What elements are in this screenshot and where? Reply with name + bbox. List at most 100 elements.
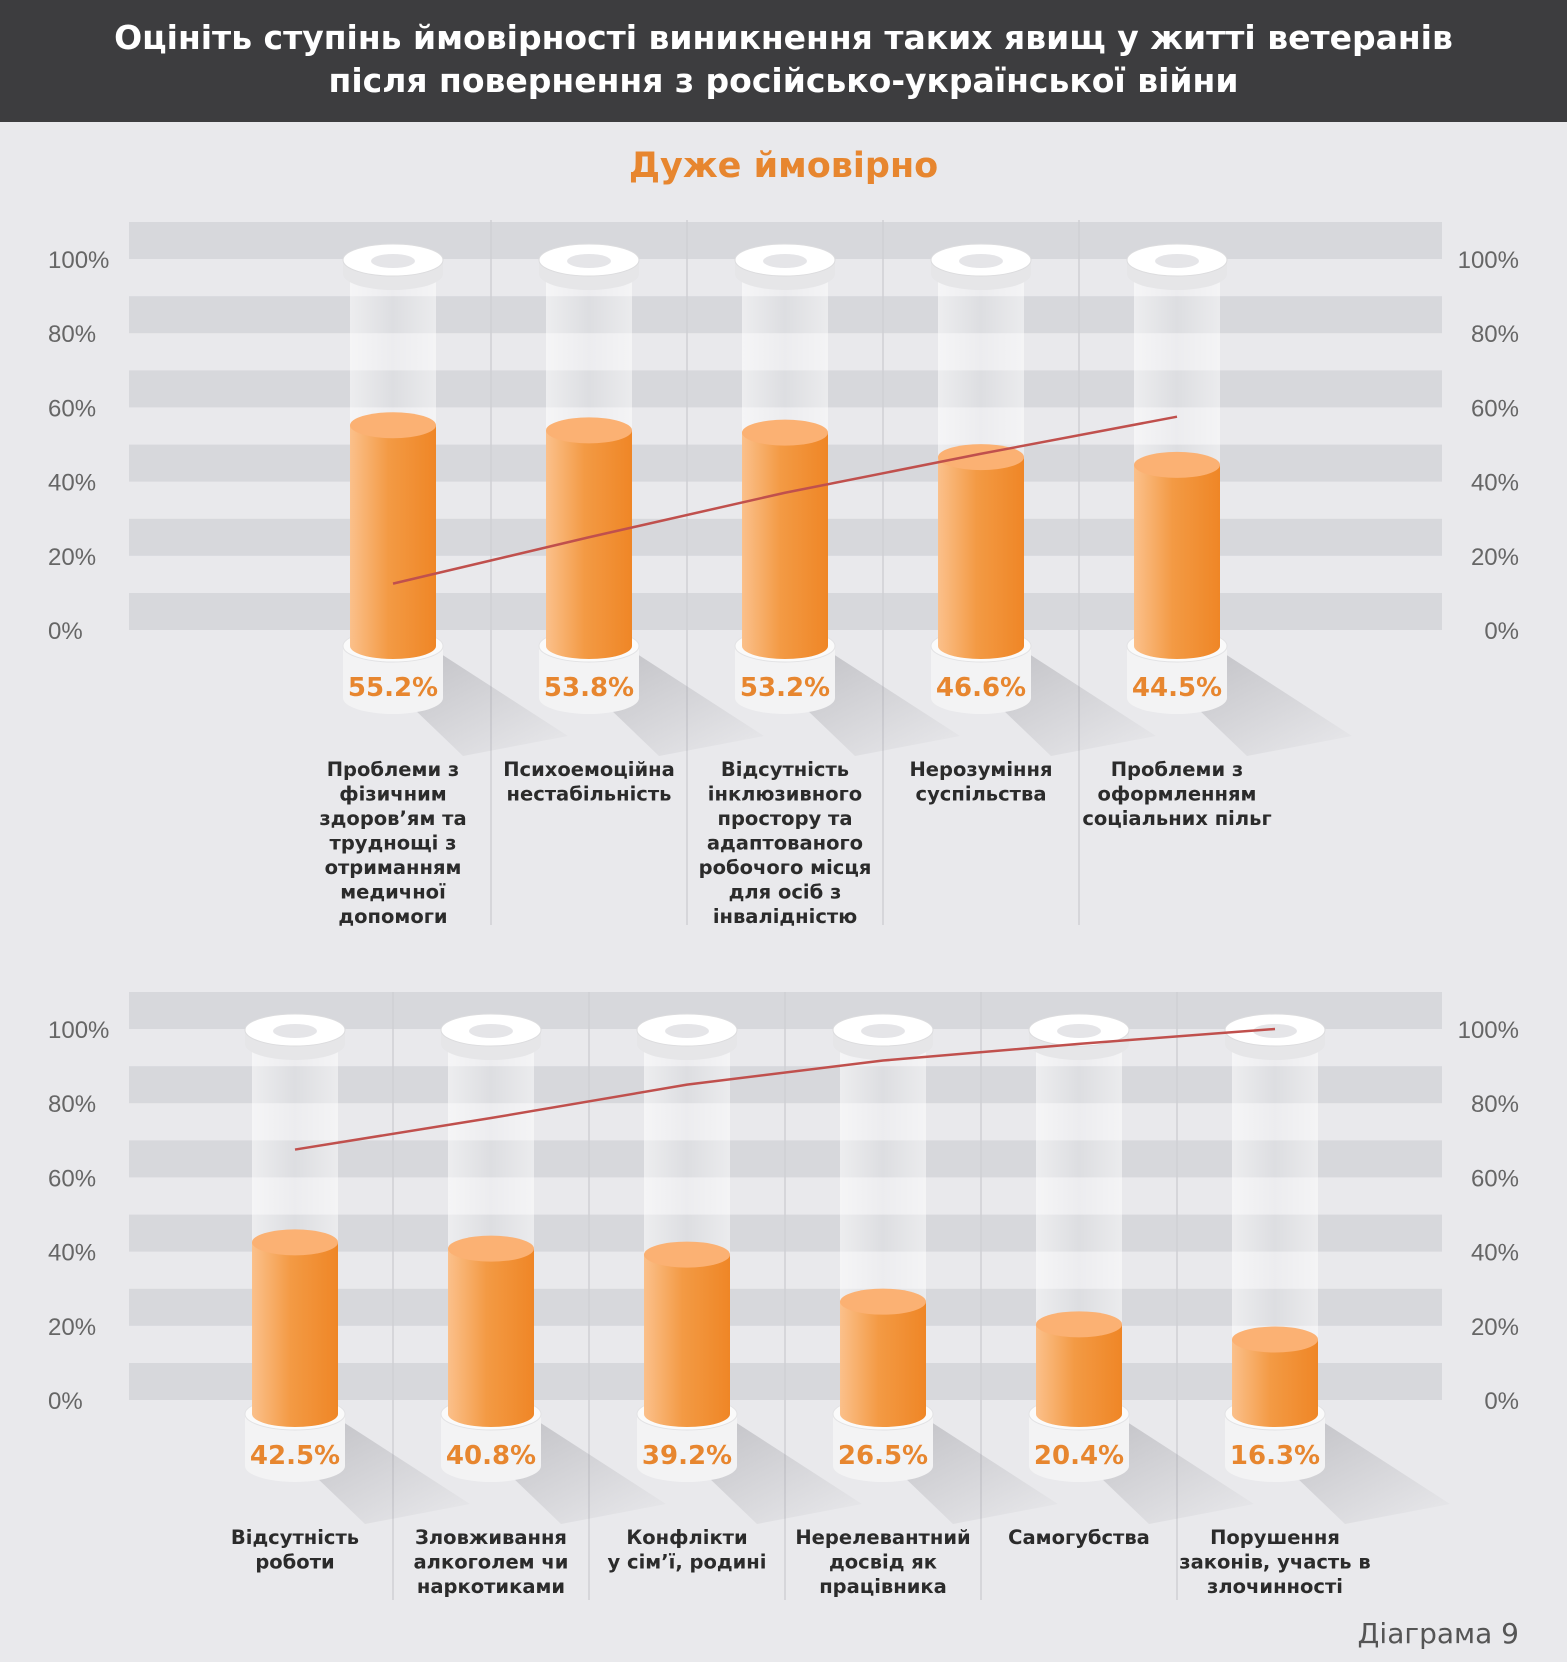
category-label: Проблеми з фізичним здоров’ям та труднощі з… (319, 758, 466, 928)
category-label-line: Конфлікти (626, 1526, 747, 1549)
category-label: Нерозуміння суспільства (909, 758, 1052, 806)
bar (1036, 1324, 1122, 1427)
category-label-line: працівника (819, 1575, 947, 1598)
y-tick-label-left: 80% (48, 321, 96, 348)
y-tick-label-right: 80% (1471, 1091, 1519, 1118)
category-label-line: Відсутність (231, 1526, 359, 1549)
series-line (392, 415, 1178, 585)
bar-group: 55.2% Проблеми з фізичним здоров’ям та трудн… (319, 243, 568, 928)
category-label-line: труднощі з (330, 832, 457, 855)
bar (350, 425, 436, 659)
y-tick-label-left: 60% (48, 1165, 96, 1192)
y-tick-label-left: 60% (48, 395, 96, 422)
bar-base (1029, 1414, 1129, 1482)
diagram-number: Діаграма 9 (1357, 1617, 1519, 1650)
category-label-line: досвід як (829, 1551, 937, 1574)
bar-base (441, 1414, 541, 1482)
tube-cap-hole (763, 254, 807, 268)
chart-bottom: 100% 100% 80% 80% 60% 60% 40% 40% 20% 20% 0% 0% 42.5… (48, 992, 1519, 1600)
y-tick-label-left: 0% (48, 618, 83, 645)
category-label-line: Психоемоційна (503, 758, 675, 781)
bar-group: 42.5% Відсутність роботи (231, 1013, 470, 1574)
category-label-line: адаптованого (707, 832, 863, 855)
data-label: 16.3% (1230, 1441, 1320, 1471)
bar-group: 39.2% Конфлікти у сім’ї, родині (608, 1013, 862, 1574)
category-label: Конфлікти у сім’ї, родині (608, 1526, 767, 1574)
bar-base (931, 646, 1031, 714)
y-tick-label-right: 0% (1484, 1388, 1519, 1415)
category-label: Відсутність інклюзивного простору та адапто… (699, 758, 872, 928)
y-tick-label-left: 40% (48, 1240, 96, 1267)
header-title-line1: Оцініть ступінь ймовірності виникнення т… (114, 18, 1453, 57)
data-label: 53.8% (544, 673, 634, 703)
tube-cap-hole (959, 254, 1003, 268)
bar-base (245, 1414, 345, 1482)
y-tick-label-left: 100% (48, 1017, 109, 1044)
bar-group: 46.6% Нерозуміння суспільства (909, 243, 1156, 806)
bar (252, 1242, 338, 1427)
tube-cap-hole (1253, 1024, 1297, 1038)
category-label-line: у сім’ї, родині (608, 1551, 767, 1574)
data-label: 26.5% (838, 1441, 928, 1471)
bar-group: 53.8% Психоемоційна нестабільність (503, 243, 764, 806)
bar (1232, 1339, 1318, 1427)
y-tick-label-right: 40% (1471, 1240, 1519, 1267)
bar-group: 44.5% Проблеми з оформленням соціальних піл… (1082, 243, 1352, 830)
bar-top (1134, 451, 1220, 478)
bar-top (350, 412, 436, 439)
data-label: 42.5% (250, 1441, 340, 1471)
data-label: 53.2% (740, 673, 830, 703)
category-label: Самогубства (1008, 1526, 1150, 1549)
bar-top (1036, 1311, 1122, 1338)
y-tick-label-left: 20% (48, 1314, 96, 1341)
category-label-line: медичної (340, 881, 446, 904)
y-tick-label-right: 20% (1471, 1314, 1519, 1341)
data-label: 20.4% (1034, 1441, 1124, 1471)
bar-base (343, 646, 443, 714)
category-label-line: Порушення (1210, 1526, 1340, 1549)
y-tick-label-left: 20% (48, 544, 96, 571)
bar-base (735, 646, 835, 714)
category-label-line: для осіб з (729, 881, 842, 904)
y-tick-label-right: 0% (1484, 618, 1519, 645)
category-label-line: законів, участь в (1179, 1551, 1370, 1574)
category-label-line: здоров’ям та (319, 807, 466, 830)
bar-base (833, 1414, 933, 1482)
bar (448, 1248, 534, 1427)
bar (546, 430, 632, 659)
y-tick-label-left: 100% (48, 247, 109, 274)
category-label-line: інклюзивного (708, 783, 862, 806)
y-tick-label-right: 40% (1471, 470, 1519, 497)
header-title-line2: після повернення з російсько-української… (328, 61, 1239, 100)
y-tick-label-right: 60% (1471, 1165, 1519, 1192)
category-label-line: оформленням (1098, 783, 1257, 806)
bar-top (742, 419, 828, 446)
category-label: Порушення законів, участь в злочинності (1179, 1526, 1370, 1598)
category-label-line: Відсутність (721, 758, 849, 781)
y-tick-label-right: 80% (1471, 321, 1519, 348)
y-tick-label-right: 100% (1458, 247, 1519, 274)
category-label-line: отриманням (325, 856, 462, 879)
data-label: 55.2% (348, 673, 438, 703)
category-label-line: Зловживання (415, 1526, 567, 1549)
category-label-line: суспільства (916, 783, 1047, 806)
category-label-line: робочого місця (699, 856, 872, 879)
category-label-line: Нерозуміння (909, 758, 1052, 781)
category-label-line: Проблеми з (1111, 758, 1244, 781)
tube-cap-hole (273, 1024, 317, 1038)
chart-subtitle: Дуже ймовірно (628, 146, 939, 186)
tube-cap-hole (1057, 1024, 1101, 1038)
bar (938, 457, 1024, 659)
bar-top (644, 1241, 730, 1268)
y-tick-label-left: 0% (48, 1388, 83, 1415)
tube-cap-hole (861, 1024, 905, 1038)
bar-top (840, 1288, 926, 1315)
category-label-line: Нерелевантний (795, 1526, 970, 1549)
category-label-line: інвалідністю (713, 905, 857, 928)
bar-group: 53.2% Відсутність інклюзивного простору та а… (699, 243, 960, 928)
tube-cap-hole (1155, 254, 1199, 268)
data-label: 46.6% (936, 673, 1026, 703)
category-label: Відсутність роботи (231, 1526, 359, 1574)
tube-cap-hole (567, 254, 611, 268)
bar (840, 1301, 926, 1427)
